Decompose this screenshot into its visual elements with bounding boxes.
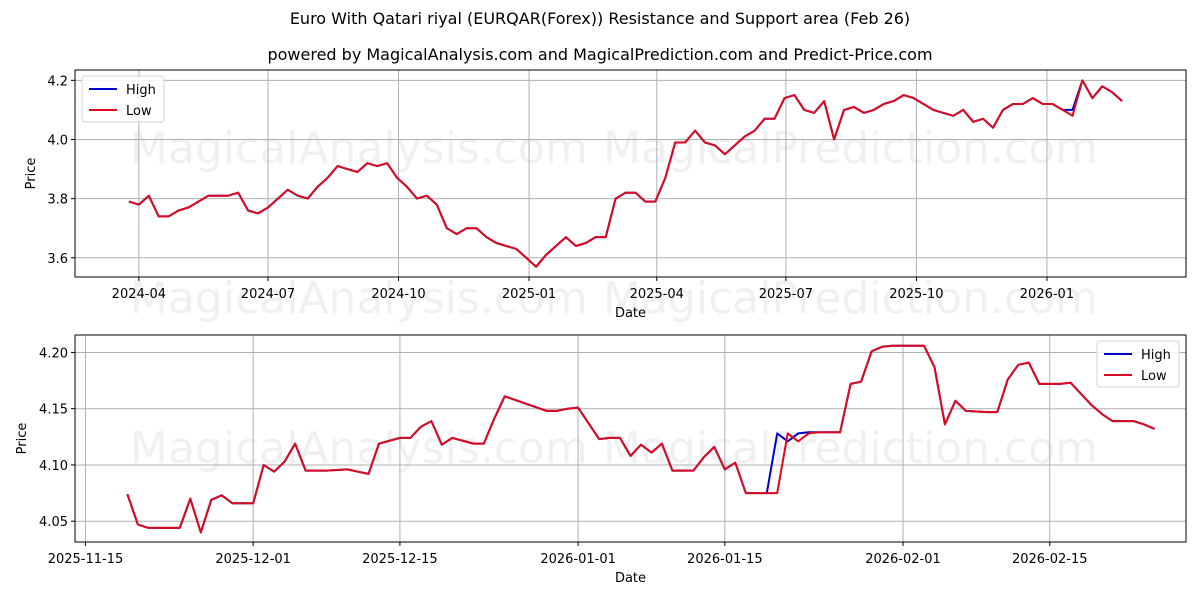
x-tick-label: 2026-01 [1020,287,1074,302]
x-axis-label: Date [615,571,646,586]
legend-label-high: High [1141,348,1171,363]
y-axis-label: Price [15,423,30,455]
x-tick-label: 2024-04 [112,287,166,302]
watermark: MagicalAnalysis.com [130,273,588,324]
x-tick-label: 2025-12-15 [362,552,438,567]
watermark: MagicalAnalysis.com [130,423,588,474]
y-tick-label: 3.6 [47,252,68,267]
x-tick-label: 2025-04 [630,287,684,302]
y-tick-label: 4.20 [39,346,68,361]
watermark: MagicalPrediction.com [603,423,1098,474]
x-tick-label: 2025-12-01 [215,552,291,567]
x-tick-label: 2025-11-15 [48,552,124,567]
chart-title: Euro With Qatari riyal (EURQAR(Forex)) R… [289,9,911,28]
x-tick-label: 2026-02-01 [865,552,941,567]
legend: High Low [81,75,165,123]
x-tick-label: 2026-01-15 [687,552,763,567]
legend-label-low: Low [1141,369,1167,384]
chart-panel-2: MagicalAnalysis.com MagicalPrediction.com… [15,334,1187,586]
y-axis-label: Price [24,158,39,190]
x-tick-label: 2025-07 [759,287,813,302]
legend-label-low: Low [126,104,152,119]
y-tick-label: 4.0 [47,133,68,148]
x-tick-label: 2024-10 [371,287,425,302]
chart-subtitle: powered by MagicalAnalysis.com and Magic… [267,45,933,64]
x-tick-label: 2024-07 [241,287,295,302]
legend-label-high: High [126,83,156,98]
x-tick-label: 2025-01 [502,287,556,302]
plot-frame [74,69,1187,278]
watermark: MagicalPrediction.com [603,123,1098,174]
y-tick-label: 4.10 [39,459,68,474]
watermark: MagicalAnalysis.com [130,123,588,174]
x-tick-label: 2026-01-01 [540,552,616,567]
chart-panel-1: MagicalAnalysis.com MagicalPrediction.com… [24,69,1187,324]
plot-frame [74,334,1187,543]
y-tick-label: 3.8 [47,193,68,208]
x-tick-label: 2025-10 [889,287,943,302]
watermark: MagicalPrediction.com [603,273,1098,324]
legend: High Low [1096,340,1180,388]
y-tick-label: 4.15 [39,403,68,418]
y-tick-label: 4.2 [47,74,68,89]
series-line-low [128,79,1123,268]
x-axis-label: Date [615,306,646,321]
y-tick-label: 4.05 [39,515,68,530]
series-line-low [126,344,1155,534]
x-tick-label: 2026-02-15 [1012,552,1088,567]
